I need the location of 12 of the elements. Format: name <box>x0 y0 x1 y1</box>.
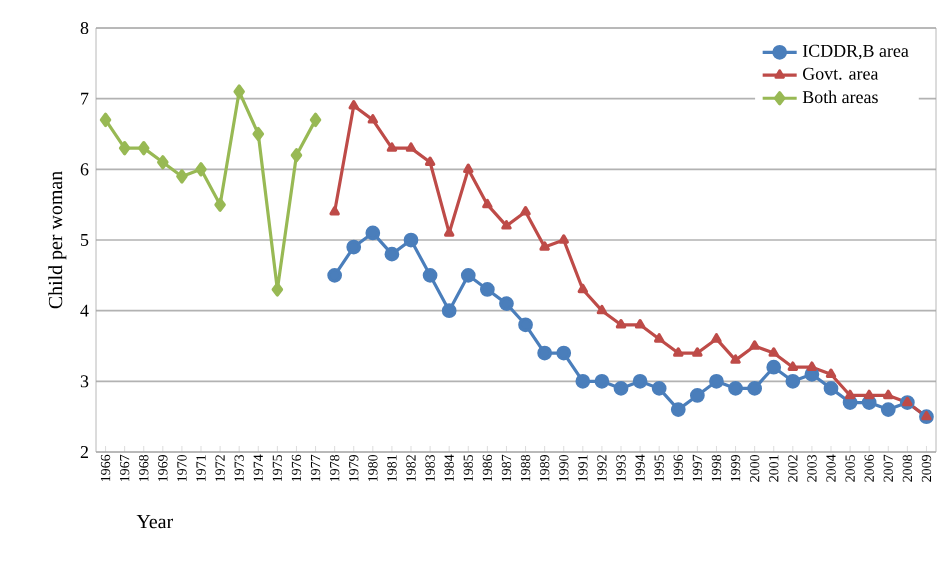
legend-label: ICDDR,B area <box>802 44 909 60</box>
legend-label: Govt. area <box>803 67 879 80</box>
y-axis-title: Child per woman <box>48 171 67 309</box>
y-tick-label: 8 <box>80 21 89 35</box>
legend-label: Both areas <box>802 90 878 104</box>
y-tick-label: 5 <box>81 234 89 246</box>
y-tick-label: 4 <box>80 304 89 317</box>
y-tick-label: 7 <box>81 92 89 105</box>
y-tick-label: 2 <box>80 446 88 458</box>
y-tick-label: 3 <box>80 375 89 388</box>
x-axis-title: Year <box>136 515 173 529</box>
y-tick-label: 6 <box>80 163 89 176</box>
